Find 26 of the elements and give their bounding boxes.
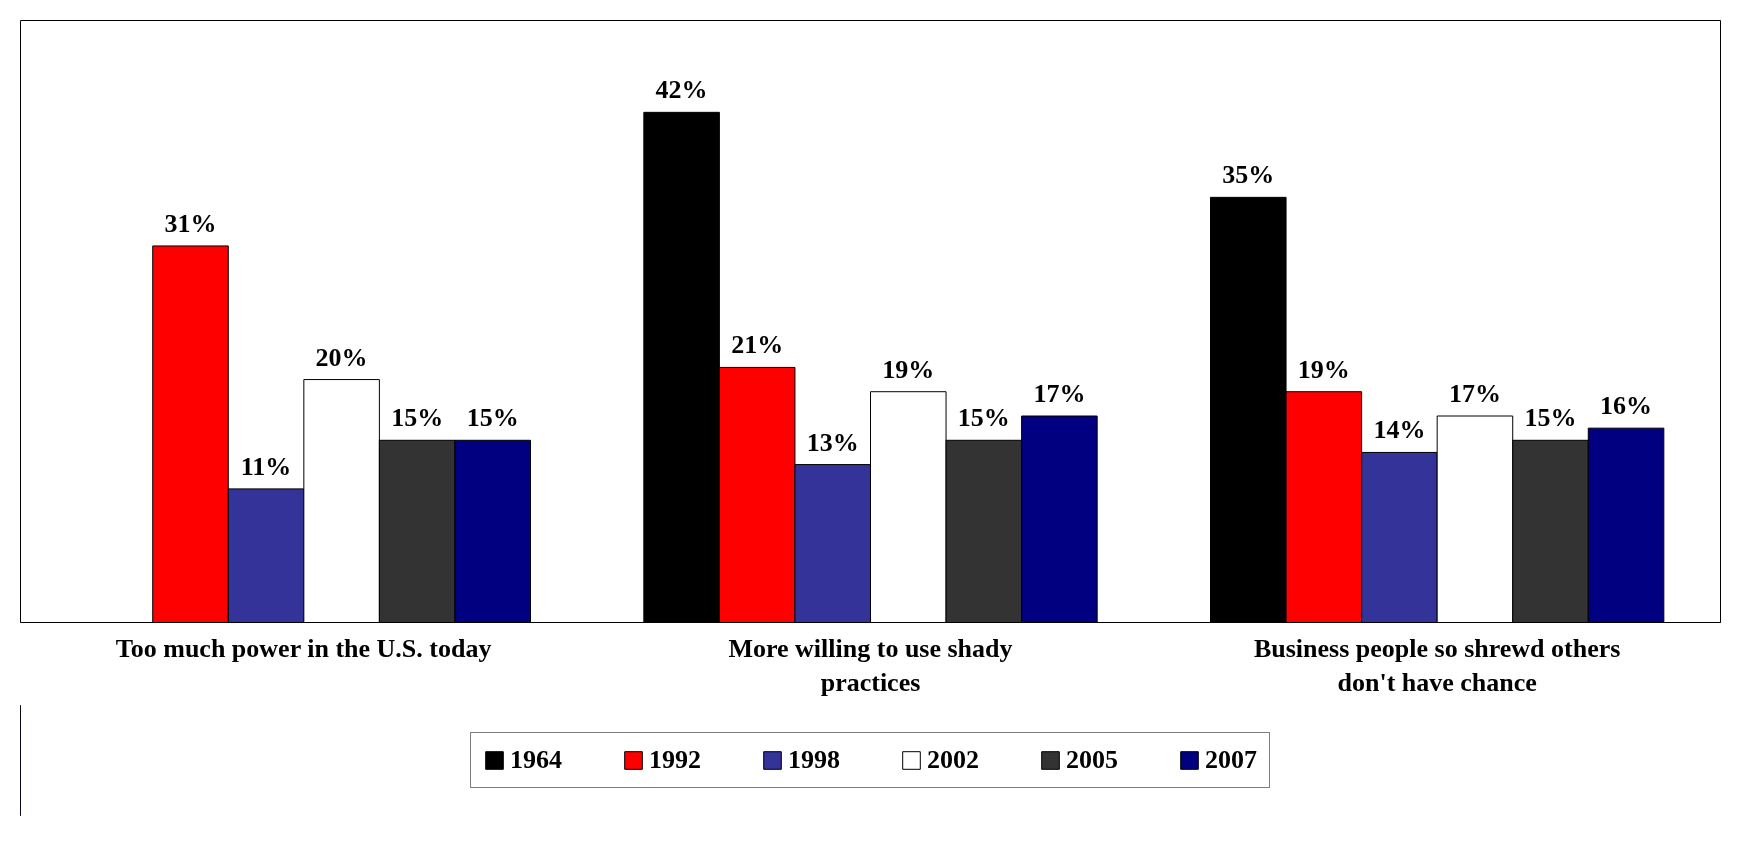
data-label: 35% bbox=[1222, 160, 1275, 190]
data-label: 15% bbox=[957, 403, 1010, 433]
data-label: 15% bbox=[391, 403, 444, 433]
legend-label: 2007 bbox=[1205, 745, 1257, 775]
data-label: 11% bbox=[240, 451, 292, 481]
legend-label: 1998 bbox=[788, 745, 840, 775]
data-label: 21% bbox=[731, 330, 784, 360]
x-tick-label: More willing to use shady practices bbox=[728, 633, 1013, 698]
data-label: 15% bbox=[466, 403, 519, 433]
x-tick-label: Too much power in the U.S. today bbox=[115, 633, 492, 663]
legend-label: 2005 bbox=[1066, 745, 1118, 775]
x-tick-label: Business people so shrewd others don't have chance bbox=[1253, 633, 1621, 698]
data-label: 15% bbox=[1524, 403, 1577, 433]
data-label: 20% bbox=[315, 342, 368, 372]
data-label: 14% bbox=[1373, 415, 1426, 445]
data-label: 31% bbox=[164, 208, 217, 238]
legend-label: 1992 bbox=[649, 745, 701, 775]
legend-label: 2002 bbox=[927, 745, 979, 775]
data-label: 13% bbox=[806, 427, 859, 457]
data-label: 17% bbox=[1033, 379, 1086, 408]
legend-label: 1964 bbox=[510, 745, 562, 775]
data-label: 17% bbox=[1448, 379, 1501, 408]
data-label: 16% bbox=[1600, 391, 1653, 421]
data-label: 19% bbox=[1297, 354, 1350, 384]
data-label: 42% bbox=[655, 75, 708, 105]
data-label: 19% bbox=[882, 354, 935, 384]
